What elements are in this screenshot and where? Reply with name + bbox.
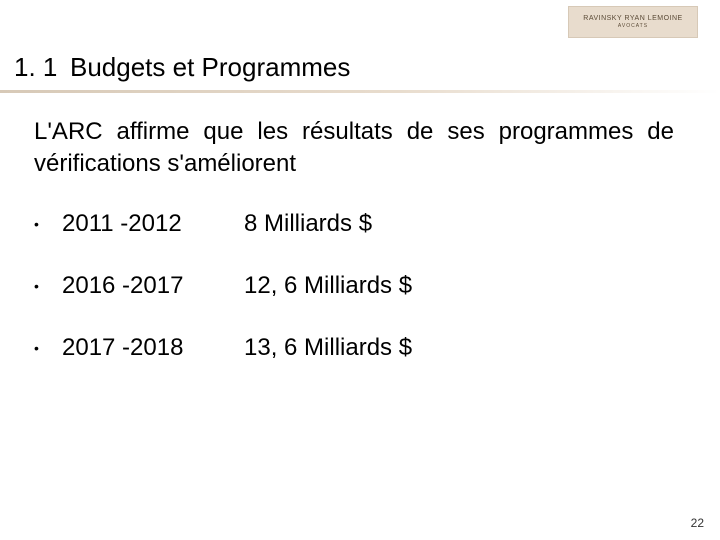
section-number: 1. 1 xyxy=(14,52,70,83)
divider-bar xyxy=(0,90,720,93)
bullet-icon: • xyxy=(34,340,62,356)
brand-logo: RAVINSKY RYAN LEMOINE AVOCATS xyxy=(568,6,698,38)
logo-line1: RAVINSKY RYAN LEMOINE xyxy=(583,15,682,23)
list-item: • 2011 -2012 8 Milliards $ xyxy=(34,210,674,238)
year-label: 2017 -2018 xyxy=(62,334,244,362)
value-label: 8 Milliards $ xyxy=(244,210,372,238)
slide: RAVINSKY RYAN LEMOINE AVOCATS 1. 1Budget… xyxy=(0,0,720,540)
list-item: • 2017 -2018 13, 6 Milliards $ xyxy=(34,334,674,362)
section-title: Budgets et Programmes xyxy=(70,52,350,82)
body-paragraph: L'ARC affirme que les résultats de ses p… xyxy=(34,116,674,181)
bullet-list: • 2011 -2012 8 Milliards $ • 2016 -2017 … xyxy=(34,210,674,396)
value-label: 12, 6 Milliards $ xyxy=(244,272,412,300)
year-label: 2016 -2017 xyxy=(62,272,244,300)
bullet-icon: • xyxy=(34,216,62,232)
year-label: 2011 -2012 xyxy=(62,210,244,238)
bullet-icon: • xyxy=(34,278,62,294)
page-number: 22 xyxy=(691,516,704,530)
value-label: 13, 6 Milliards $ xyxy=(244,334,412,362)
logo-line2: AVOCATS xyxy=(618,23,648,29)
section-heading: 1. 1Budgets et Programmes xyxy=(14,52,350,83)
list-item: • 2016 -2017 12, 6 Milliards $ xyxy=(34,272,674,300)
